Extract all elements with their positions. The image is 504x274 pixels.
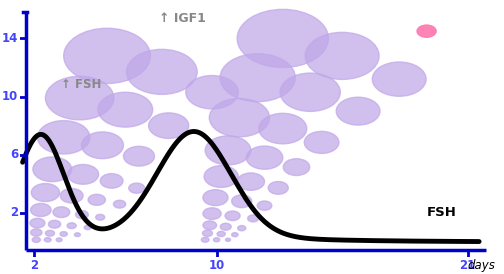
Circle shape	[259, 113, 307, 144]
Circle shape	[32, 237, 40, 242]
Circle shape	[149, 113, 189, 138]
Circle shape	[237, 173, 265, 190]
Circle shape	[220, 54, 295, 102]
Circle shape	[201, 237, 209, 242]
Text: 2: 2	[30, 259, 38, 272]
Circle shape	[203, 221, 217, 230]
Circle shape	[30, 218, 45, 228]
Text: 2: 2	[10, 206, 18, 219]
Circle shape	[84, 225, 91, 230]
Circle shape	[205, 136, 251, 165]
Circle shape	[44, 238, 51, 242]
Circle shape	[225, 211, 240, 221]
Circle shape	[247, 215, 259, 222]
Circle shape	[237, 226, 246, 231]
Circle shape	[88, 194, 105, 205]
Circle shape	[31, 203, 51, 216]
Circle shape	[232, 195, 252, 208]
Circle shape	[100, 174, 123, 188]
Circle shape	[67, 223, 76, 229]
Circle shape	[98, 92, 153, 127]
Circle shape	[45, 76, 114, 120]
Circle shape	[186, 76, 238, 109]
Circle shape	[75, 233, 80, 236]
Text: 21: 21	[460, 259, 476, 272]
Circle shape	[304, 131, 339, 153]
Circle shape	[225, 238, 230, 241]
Circle shape	[129, 183, 145, 193]
Circle shape	[31, 229, 42, 236]
Circle shape	[53, 207, 70, 218]
Circle shape	[48, 220, 60, 228]
Circle shape	[56, 238, 62, 242]
Circle shape	[268, 181, 288, 194]
Circle shape	[372, 62, 426, 96]
Circle shape	[280, 73, 340, 112]
Circle shape	[257, 201, 272, 210]
Circle shape	[217, 231, 225, 236]
Circle shape	[209, 98, 270, 137]
Text: 10: 10	[209, 259, 225, 272]
Circle shape	[123, 146, 155, 166]
Text: 6: 6	[10, 148, 18, 161]
Circle shape	[246, 146, 283, 169]
Circle shape	[37, 121, 90, 154]
Text: FSH: FSH	[426, 206, 457, 219]
Circle shape	[60, 232, 68, 236]
Circle shape	[33, 157, 72, 182]
Circle shape	[203, 230, 213, 236]
Text: 14: 14	[2, 32, 18, 45]
Circle shape	[203, 190, 228, 206]
Text: ↑ FSH: ↑ FSH	[61, 78, 102, 92]
Circle shape	[220, 223, 231, 230]
Circle shape	[213, 238, 220, 242]
Circle shape	[96, 214, 105, 220]
Circle shape	[232, 233, 238, 237]
Circle shape	[237, 9, 329, 67]
Text: days: days	[467, 259, 495, 272]
Circle shape	[203, 208, 221, 219]
Circle shape	[283, 159, 310, 176]
Text: ↑ IGF1: ↑ IGF1	[159, 12, 206, 25]
Circle shape	[31, 184, 59, 202]
Circle shape	[64, 28, 150, 84]
Circle shape	[45, 230, 54, 236]
Circle shape	[127, 49, 197, 95]
Circle shape	[305, 32, 379, 79]
Circle shape	[204, 166, 238, 187]
Circle shape	[82, 132, 123, 159]
Circle shape	[417, 25, 436, 37]
Circle shape	[336, 97, 380, 125]
Text: 10: 10	[2, 90, 18, 103]
Circle shape	[60, 189, 83, 203]
Circle shape	[76, 210, 88, 219]
Circle shape	[113, 200, 126, 208]
Circle shape	[68, 164, 99, 184]
